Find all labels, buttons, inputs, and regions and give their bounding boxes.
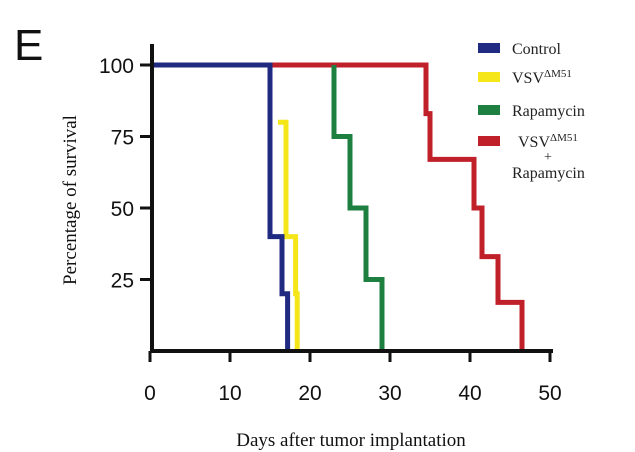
series-line-0 [150, 62, 291, 351]
panel-label: E [14, 21, 43, 70]
legend-label: Control [512, 41, 561, 58]
legend-swatch [478, 136, 500, 146]
y-tick-label: 75 [111, 127, 134, 150]
legend-label-line3: Rapamycin [512, 165, 585, 182]
y-tick-label: 100 [99, 55, 134, 78]
x-tick-label: 50 [538, 382, 561, 405]
legend-label-plus: + [544, 150, 552, 165]
legend-label: Rapamycin [512, 103, 585, 120]
x-tick-label: 20 [298, 382, 321, 405]
x-tick-label: 0 [144, 382, 156, 405]
series-line-3 [150, 62, 525, 351]
legend-swatch [478, 105, 500, 115]
x-tick-label: 30 [378, 382, 401, 405]
y-tick-label: 25 [111, 270, 134, 293]
y-tick-label: 50 [111, 198, 134, 221]
y-axis-label: Percentage of survival [60, 115, 81, 285]
x-tick-label: 40 [458, 382, 481, 405]
legend-swatch [478, 43, 500, 53]
legend-label: VSVΔM51 [512, 68, 572, 87]
x-axis-label: Days after tumor implantation [236, 430, 466, 451]
x-tick-label: 10 [218, 382, 241, 405]
series-line-1 [278, 119, 300, 351]
legend-label: VSVΔM51 [518, 132, 578, 151]
series-line-2 [331, 65, 385, 351]
legend-swatch [478, 72, 500, 82]
